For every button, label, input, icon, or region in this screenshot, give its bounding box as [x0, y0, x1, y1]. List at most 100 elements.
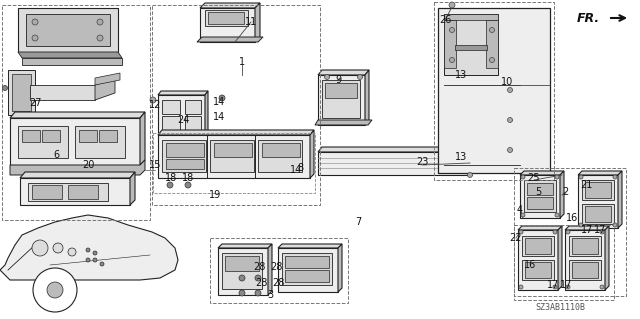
Bar: [582, 204, 614, 224]
Bar: [79, 130, 97, 142]
Polygon shape: [338, 244, 342, 292]
Circle shape: [519, 285, 523, 289]
Text: 1: 1: [239, 57, 245, 67]
Text: 12: 12: [149, 100, 161, 110]
Polygon shape: [565, 226, 609, 230]
Bar: [2, 5, 150, 220]
Circle shape: [86, 248, 90, 252]
Polygon shape: [95, 78, 115, 100]
Polygon shape: [200, 8, 255, 42]
Bar: [514, 225, 614, 300]
Bar: [208, 12, 244, 24]
Text: 16: 16: [566, 213, 578, 223]
Circle shape: [86, 258, 90, 262]
Text: 26: 26: [439, 15, 451, 25]
Circle shape: [97, 19, 103, 25]
Circle shape: [600, 285, 604, 289]
Polygon shape: [315, 120, 372, 125]
Circle shape: [508, 87, 513, 93]
Polygon shape: [468, 147, 472, 175]
Bar: [210, 238, 348, 303]
Bar: [514, 168, 626, 296]
Text: SZ3AB1110B: SZ3AB1110B: [535, 303, 585, 313]
Bar: [99, 130, 117, 142]
Polygon shape: [560, 171, 564, 218]
Text: 16: 16: [524, 260, 536, 270]
Polygon shape: [255, 3, 260, 42]
Polygon shape: [518, 226, 562, 230]
Circle shape: [167, 182, 173, 188]
Bar: [572, 238, 598, 254]
Text: 13: 13: [455, 70, 467, 80]
Text: 17: 17: [594, 225, 606, 235]
Polygon shape: [197, 37, 263, 42]
Text: 14: 14: [213, 112, 225, 122]
Polygon shape: [95, 73, 120, 85]
Bar: [162, 100, 180, 114]
Circle shape: [553, 230, 557, 234]
Polygon shape: [278, 248, 338, 292]
Polygon shape: [10, 112, 145, 118]
Polygon shape: [565, 230, 605, 290]
Text: 24: 24: [177, 115, 189, 125]
Circle shape: [324, 75, 330, 79]
Bar: [32, 185, 62, 199]
Circle shape: [33, 268, 77, 312]
Bar: [285, 256, 329, 268]
Circle shape: [32, 35, 38, 41]
Bar: [569, 236, 601, 256]
Bar: [185, 116, 201, 130]
Polygon shape: [278, 244, 342, 248]
Bar: [22, 130, 40, 142]
Circle shape: [449, 57, 454, 63]
Polygon shape: [18, 52, 122, 58]
Circle shape: [490, 27, 495, 33]
Circle shape: [553, 285, 557, 289]
Bar: [527, 197, 553, 209]
Circle shape: [100, 262, 104, 266]
Text: 18: 18: [182, 173, 194, 183]
Circle shape: [579, 175, 583, 179]
Circle shape: [579, 223, 583, 227]
Text: 28: 28: [270, 262, 282, 272]
Text: 7: 7: [355, 217, 361, 227]
Polygon shape: [318, 70, 369, 75]
Bar: [282, 253, 332, 285]
Text: 3: 3: [267, 290, 273, 300]
Polygon shape: [158, 135, 310, 178]
Bar: [185, 100, 201, 114]
Polygon shape: [10, 118, 140, 165]
Bar: [527, 183, 553, 195]
Circle shape: [521, 213, 525, 217]
Text: 18: 18: [165, 173, 177, 183]
Polygon shape: [218, 244, 272, 248]
Bar: [162, 116, 180, 130]
Polygon shape: [12, 74, 31, 111]
Circle shape: [613, 223, 617, 227]
Circle shape: [566, 285, 570, 289]
Text: 17: 17: [581, 225, 593, 235]
Bar: [222, 253, 262, 289]
Bar: [434, 2, 554, 180]
Circle shape: [519, 230, 523, 234]
Polygon shape: [158, 95, 205, 135]
Polygon shape: [10, 160, 145, 175]
Bar: [585, 182, 611, 198]
Polygon shape: [26, 14, 110, 46]
Text: 28: 28: [253, 262, 265, 272]
Polygon shape: [365, 70, 369, 125]
Text: 20: 20: [82, 160, 94, 170]
Polygon shape: [8, 70, 35, 115]
Circle shape: [555, 213, 559, 217]
Polygon shape: [20, 178, 130, 205]
Text: 9: 9: [335, 75, 341, 85]
Bar: [585, 206, 611, 222]
Text: 14: 14: [213, 97, 225, 107]
Polygon shape: [130, 172, 135, 205]
Polygon shape: [218, 248, 268, 295]
Text: 28: 28: [272, 278, 284, 288]
Bar: [162, 140, 206, 172]
Text: 14: 14: [290, 165, 302, 175]
Polygon shape: [20, 172, 135, 178]
Circle shape: [600, 230, 604, 234]
